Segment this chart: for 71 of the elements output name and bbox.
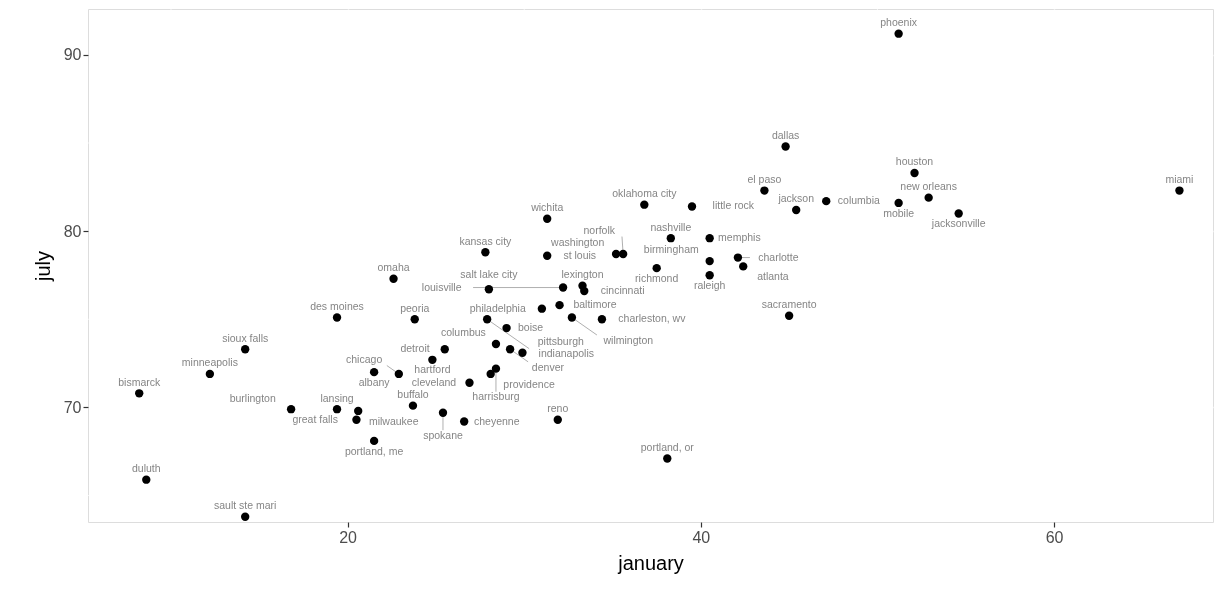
data-label: pittsburgh	[537, 335, 585, 348]
data-label: sioux falls	[222, 331, 269, 344]
data-label: buffalo	[397, 388, 429, 400]
data-label: mobile	[883, 206, 915, 219]
data-label: baltimore	[573, 298, 617, 311]
data-label: jackson	[777, 192, 815, 205]
data-label: duluth	[131, 462, 161, 475]
data-label: burlington	[229, 391, 276, 404]
data-label: memphis	[718, 231, 761, 244]
data-label: oklahoma city	[612, 187, 678, 200]
y-tick-label: 90	[63, 46, 82, 64]
data-label: louisville	[421, 280, 462, 293]
data-label: portland, me	[344, 444, 404, 457]
data-label: wilmington	[602, 333, 654, 346]
data-label: philadelphia	[469, 301, 526, 314]
data-label: miami	[1165, 172, 1194, 185]
data-label: detroit	[400, 342, 430, 355]
data-label: omaha	[377, 261, 410, 274]
data-label: cheyenne	[474, 414, 520, 427]
data-label: hartford	[414, 363, 451, 376]
data-label: milwaukee	[368, 414, 419, 427]
data-label: lansing	[320, 391, 354, 404]
x-axis-title: january	[617, 551, 684, 574]
data-label: columbia	[837, 194, 880, 207]
data-label: des moines	[310, 299, 364, 312]
data-label: raleigh	[693, 278, 726, 291]
data-label: houston	[895, 155, 934, 168]
data-label: salt lake city	[460, 268, 519, 281]
data-label: sacramento	[761, 298, 817, 311]
data-label: indianapolis	[538, 347, 595, 360]
data-label: atlanta	[757, 270, 789, 283]
data-label: albany	[358, 375, 391, 388]
data-label: harrisburg	[472, 390, 520, 403]
data-label: little rock	[712, 199, 755, 212]
x-tick-label: 20	[339, 528, 358, 546]
data-label: bismarck	[118, 375, 161, 388]
data-label: nashville	[650, 220, 692, 233]
data-label: charleston, wv	[618, 312, 687, 325]
data-label: richmond	[635, 271, 679, 284]
data-label: dallas	[771, 128, 800, 141]
data-label: portland, or	[640, 440, 695, 453]
y-axis-title: july	[31, 250, 54, 283]
data-label: minneapolis	[181, 356, 238, 369]
x-tick-label: 60	[1045, 528, 1064, 546]
y-tick-label: 70	[63, 398, 82, 416]
data-label: wichita	[530, 201, 564, 214]
data-label: el paso	[747, 172, 782, 185]
data-label: norfolk	[583, 223, 616, 236]
data-label: phoenix	[880, 16, 918, 29]
data-label: peoria	[400, 301, 430, 314]
data-label: lexington	[561, 268, 604, 281]
data-label: sault ste mari	[213, 499, 277, 512]
data-label: cincinnati	[600, 284, 645, 297]
data-label: new orleans	[900, 179, 957, 192]
data-label: jacksonville	[930, 217, 986, 230]
data-label: spokane	[423, 428, 463, 441]
x-tick-label: 40	[692, 528, 711, 546]
y-tick-label: 80	[63, 222, 82, 240]
data-label: kansas city	[459, 234, 513, 247]
data-label: chicago	[346, 352, 383, 365]
data-label: great falls	[292, 412, 338, 425]
data-label: washington	[550, 236, 605, 249]
data-label: birmingham	[643, 243, 699, 256]
data-label: reno	[547, 402, 569, 415]
data-label: boise	[517, 321, 544, 334]
data-label: charlotte	[758, 250, 799, 263]
data-label: cleveland	[411, 375, 457, 388]
data-label: denver	[531, 360, 565, 373]
data-label: providence	[503, 377, 555, 390]
data-label: columbus	[440, 326, 486, 339]
data-label: st louis	[563, 248, 597, 261]
